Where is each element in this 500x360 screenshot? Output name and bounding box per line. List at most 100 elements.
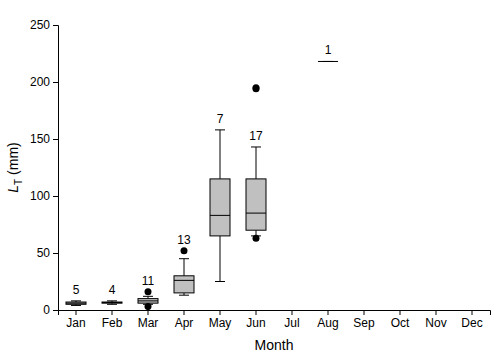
median-line — [66, 303, 86, 304]
y-axis-line — [53, 26, 59, 311]
box — [174, 247, 194, 295]
y-tick-label: 250 — [30, 18, 50, 32]
y-tick-mark — [53, 82, 58, 83]
x-tick: Oct — [391, 310, 410, 330]
whisker-cap-high — [179, 258, 189, 259]
count-label: 17 — [249, 129, 263, 143]
box — [210, 130, 230, 282]
x-tick-mark — [220, 310, 221, 315]
x-tick: Dec — [461, 310, 482, 330]
x-tick-mark — [184, 310, 185, 315]
x-tick-mark — [112, 310, 113, 315]
whisker-high — [256, 147, 257, 179]
x-tick-mark — [400, 310, 401, 315]
box-body — [102, 302, 122, 303]
x-tick: Jul — [284, 310, 299, 330]
y-axis-title-unit: (mm) — [5, 142, 21, 179]
x-tick-label: Mar — [138, 316, 159, 330]
y-tick-label: 150 — [30, 132, 50, 146]
whisker-cap-low — [71, 305, 81, 306]
median-line — [210, 215, 230, 216]
y-tick-mark — [53, 253, 58, 254]
outlier — [145, 303, 152, 310]
whisker-cap-low — [107, 304, 117, 305]
y-tick: 150 — [30, 132, 58, 146]
chart: 050100150200250JanFebMarAprMayJunJulAugS… — [0, 0, 500, 360]
count-label: 13 — [177, 233, 191, 247]
x-tick: Feb — [102, 310, 123, 330]
outlier — [145, 288, 152, 295]
box-body — [246, 179, 266, 230]
box — [138, 288, 158, 310]
x-axis-line — [59, 311, 491, 316]
median-line — [174, 280, 194, 281]
whisker-cap-high — [107, 300, 117, 301]
y-tick: 100 — [30, 189, 58, 203]
whisker-cap-high — [251, 146, 261, 147]
y-tick-mark — [53, 196, 58, 197]
whisker-cap-high — [71, 300, 81, 301]
x-tick-label: Apr — [175, 316, 194, 330]
x-tick-label: Jul — [284, 316, 299, 330]
box-body — [174, 276, 194, 293]
whisker-cap-low — [215, 281, 225, 282]
x-axis-title: Month — [255, 337, 294, 353]
count-label: 11 — [142, 274, 155, 288]
box-body — [66, 302, 86, 304]
y-tick: 250 — [30, 18, 58, 32]
x-tick: Nov — [425, 310, 446, 330]
count-label: 4 — [109, 283, 116, 297]
box — [318, 61, 338, 62]
x-tick-mark — [472, 310, 473, 315]
x-tick-mark — [148, 310, 149, 315]
box-body — [318, 61, 338, 62]
x-axis: JanFebMarAprMayJunJulAugSepOctNovDec — [59, 310, 491, 330]
box — [102, 301, 122, 304]
x-tick-label: Feb — [102, 316, 123, 330]
x-tick: Aug — [317, 310, 338, 330]
outlier — [181, 247, 188, 254]
y-tick-label: 50 — [37, 246, 51, 260]
y-tick-mark — [53, 310, 58, 311]
y-tick-label: 200 — [30, 75, 50, 89]
whisker-cap-low — [179, 295, 189, 296]
whisker-high — [184, 259, 185, 276]
x-tick: May — [209, 310, 232, 330]
median-line — [102, 302, 122, 303]
x-tick-mark — [292, 310, 293, 315]
x-tick-label: May — [209, 316, 232, 330]
whisker-cap-high — [215, 129, 225, 130]
count-labels: 5 4 11 13 7 17 1 — [73, 43, 332, 296]
x-tick-mark — [364, 310, 365, 315]
box — [66, 301, 86, 306]
median-line — [246, 213, 266, 214]
x-tick-mark — [256, 310, 257, 315]
median-line — [318, 61, 338, 62]
x-tick-label: Sep — [353, 316, 375, 330]
box-body — [210, 179, 230, 236]
x-tick-mark — [76, 310, 77, 315]
y-tick-mark — [53, 25, 58, 26]
plot-marks — [66, 61, 338, 310]
count-label: 1 — [325, 43, 332, 57]
x-tick-mark — [328, 310, 329, 315]
x-tick: Jan — [66, 310, 85, 330]
median-line — [138, 300, 158, 301]
count-label: 7 — [217, 112, 224, 126]
y-axis-title-symbol: L — [5, 185, 21, 193]
outlier — [253, 85, 260, 92]
y-tick-label: 100 — [30, 189, 50, 203]
outlier — [253, 235, 260, 242]
y-axis: 0 50 100 150 200 250 — [30, 18, 59, 317]
count-label: 5 — [73, 283, 80, 297]
y-tick-mark — [53, 139, 58, 140]
y-axis-title: LT (mm) — [5, 142, 24, 192]
y-tick: 200 — [30, 75, 58, 89]
x-tick: Apr — [175, 310, 194, 330]
box — [246, 84, 266, 241]
y-tick-label: 0 — [43, 303, 50, 317]
x-tick-label: Oct — [391, 316, 410, 330]
whisker-low — [220, 236, 221, 282]
x-tick-label: Nov — [425, 316, 446, 330]
x-tick: Sep — [353, 310, 375, 330]
